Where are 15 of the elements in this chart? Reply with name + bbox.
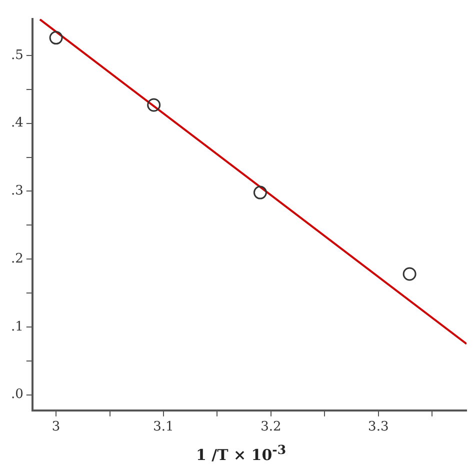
- x-tick-label: 3.1: [153, 420, 174, 435]
- y-tick-label: .4: [10, 116, 24, 131]
- y-tick-label: .1: [10, 319, 24, 334]
- y-tick-label: .5: [10, 48, 24, 63]
- y-tick-label: .3: [10, 184, 24, 199]
- y-tick-label: .0: [10, 387, 24, 402]
- point: [49, 31, 63, 45]
- y-tick-label: .2: [10, 251, 24, 266]
- x-tick-label: 3.3: [368, 420, 389, 435]
- point: [402, 267, 416, 281]
- x-axis-title: 1 /T × 10$^{-3}$: [194, 442, 288, 464]
- point: [147, 98, 161, 112]
- x-tick-label: 3.2: [260, 420, 282, 435]
- point: [253, 186, 267, 200]
- x-tick-label: 3: [52, 420, 60, 435]
